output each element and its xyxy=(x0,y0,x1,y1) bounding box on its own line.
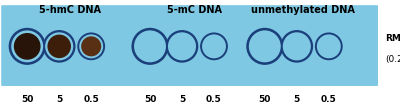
Text: RM236: RM236 xyxy=(385,34,400,43)
Text: (0.2μg/mL): (0.2μg/mL) xyxy=(385,55,400,64)
Text: 50: 50 xyxy=(21,95,33,103)
Text: 5: 5 xyxy=(56,95,62,103)
Ellipse shape xyxy=(315,32,343,60)
Text: 50: 50 xyxy=(259,95,271,103)
Ellipse shape xyxy=(9,28,46,65)
Ellipse shape xyxy=(202,34,226,58)
Ellipse shape xyxy=(134,30,166,62)
Ellipse shape xyxy=(11,30,43,62)
Ellipse shape xyxy=(79,34,103,58)
Ellipse shape xyxy=(132,28,168,65)
Ellipse shape xyxy=(77,32,105,60)
Text: 0.5: 0.5 xyxy=(321,95,337,103)
Ellipse shape xyxy=(168,32,196,60)
Ellipse shape xyxy=(246,28,283,65)
Text: 0.5: 0.5 xyxy=(206,95,222,103)
Text: unmethylated DNA: unmethylated DNA xyxy=(251,5,355,15)
Ellipse shape xyxy=(200,32,228,60)
Ellipse shape xyxy=(43,30,76,63)
Ellipse shape xyxy=(249,30,281,62)
Ellipse shape xyxy=(283,32,311,60)
Text: 0.5: 0.5 xyxy=(83,95,99,103)
Ellipse shape xyxy=(81,36,101,56)
Ellipse shape xyxy=(14,33,40,60)
Text: 5: 5 xyxy=(294,95,300,103)
Ellipse shape xyxy=(166,30,198,63)
Ellipse shape xyxy=(280,30,313,63)
Text: 5: 5 xyxy=(179,95,185,103)
Ellipse shape xyxy=(48,35,71,58)
Text: 50: 50 xyxy=(144,95,156,103)
Text: 5-hmC DNA: 5-hmC DNA xyxy=(39,5,101,15)
Ellipse shape xyxy=(45,32,73,60)
Ellipse shape xyxy=(317,34,341,58)
Text: 5-mC DNA: 5-mC DNA xyxy=(167,5,222,15)
FancyBboxPatch shape xyxy=(1,5,378,86)
